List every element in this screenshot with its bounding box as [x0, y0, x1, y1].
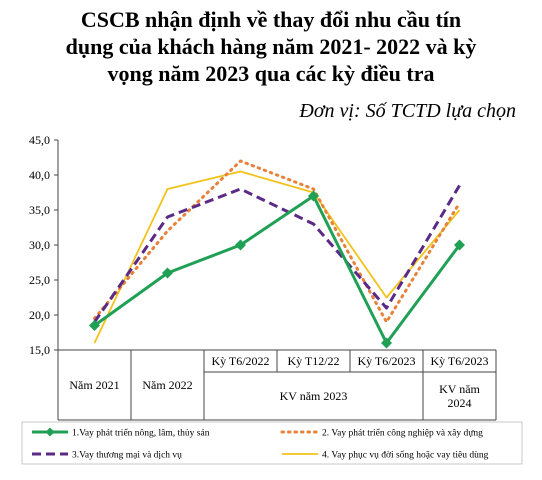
series-line-1 — [93, 194, 461, 345]
title-line-1: CSCB nhận định về thay đổi nhu cầu tín — [80, 7, 462, 32]
series-1-marker — [162, 267, 173, 279]
title-line-3: vọng năm 2023 qua các kỳ điều tra — [107, 61, 435, 86]
x-tick-label: Kỳ T6/2023 — [357, 354, 415, 368]
x-tick-label: Kỳ T12/22 — [287, 354, 339, 368]
legend-marker-1 — [45, 427, 55, 437]
legend-box — [21, 421, 523, 465]
series-line-3 — [93, 184, 461, 323]
legend-label-4: 4. Vay phục vụ đời sống hoặc vay tiêu dù… — [322, 450, 489, 461]
x-group-label: Năm 2021 — [69, 378, 119, 392]
y-tick-label: 30,0 — [29, 238, 50, 252]
series-1-marker — [308, 190, 319, 202]
unit-label: Đơn vị: Số TCTD lựa chọn — [299, 100, 516, 122]
x-group-label: KV năm — [439, 382, 480, 396]
series-line-4 — [93, 170, 461, 344]
x-group-label: KV năm 2023 — [280, 389, 348, 403]
x-group-label: Năm 2022 — [142, 378, 192, 392]
chart-title: CSCB nhận định về thay đổi nhu cầu tín d… — [0, 6, 542, 87]
series-line-2 — [93, 159, 461, 324]
x-tick-label: Kỳ T6/2022 — [211, 354, 269, 368]
x-group-label: 2024 — [448, 396, 472, 410]
y-tick-label: 40,0 — [29, 168, 50, 182]
legend-label-1: 1.Vay phát triển nông, lâm, thủy sản — [72, 428, 210, 439]
y-tick-label: 25,0 — [29, 273, 50, 287]
y-tick-label: 35,0 — [29, 203, 50, 217]
series-1-marker — [454, 239, 465, 251]
y-tick-label: 15,0 — [29, 343, 50, 357]
series-1-marker — [235, 239, 246, 251]
x-tick-label: Kỳ T6/2023 — [430, 354, 488, 368]
series-1-marker — [381, 337, 392, 349]
series-1-marker — [89, 320, 100, 331]
title-line-2: dụng của khách hàng năm 2021- 2022 và kỳ — [65, 34, 477, 59]
legend-label-3: 3.Vay thương mại và dịch vụ — [72, 451, 182, 461]
y-tick-label: 45,0 — [29, 133, 50, 147]
legend-label-2: 2. Vay phát triển công nghiệp và xây dựn… — [322, 428, 483, 439]
y-tick-label: 20,0 — [29, 308, 50, 322]
